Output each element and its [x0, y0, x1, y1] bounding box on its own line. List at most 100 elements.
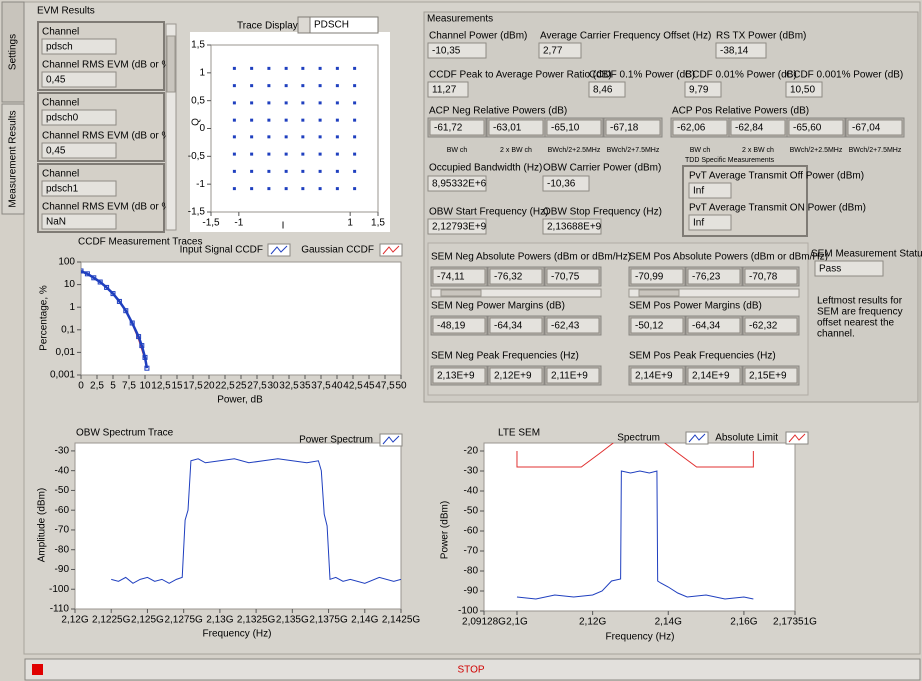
array-sublabel: 2 x BW ch [500, 147, 532, 154]
y-tick-label: 1 [199, 67, 205, 78]
tab[interactable] [1, 103, 25, 215]
y-axis-label: Amplitude (dBm) [37, 488, 48, 562]
series-marker [110, 291, 116, 297]
constellation-point [284, 101, 288, 105]
indicator-box [41, 142, 117, 159]
x-axis-label: I [282, 221, 285, 232]
x-tick-label: 2,17351G [773, 617, 817, 628]
y-tick-label: -20 [464, 446, 479, 457]
constellation-point [301, 135, 305, 139]
x-tick-label: -1 [234, 218, 243, 229]
field-label: OBW Start Frequency (Hz) [429, 207, 548, 218]
constellation-point [318, 101, 322, 105]
indicator-box [427, 81, 469, 98]
x-tick-label: 2,1275G [164, 615, 203, 626]
x-tick-label: 2,5 [90, 381, 104, 392]
y-tick-label: 0,01 [56, 347, 76, 358]
field-label: Average Carrier Frequency Offset (Hz) [540, 31, 711, 42]
array-value: -64,34 [494, 321, 523, 332]
constellation-point [232, 84, 236, 88]
indicator-box [730, 119, 786, 136]
y-tick-label: 0,1 [61, 324, 75, 335]
legend-glyph [382, 435, 400, 445]
selector-spinner[interactable] [297, 16, 311, 34]
series-marker [144, 365, 150, 371]
x-tick-label: 22,5 [215, 381, 235, 392]
chart-title: OBW Spectrum Trace [76, 428, 174, 439]
constellation-point [267, 135, 271, 139]
x-tick-label: 10 [139, 381, 151, 392]
indicator-box [588, 81, 626, 98]
stop-button[interactable] [24, 658, 921, 681]
field-value: 2,12793E+9 [432, 222, 487, 233]
field-label: Channel Power (dBm) [429, 31, 527, 42]
indicator-box [744, 268, 798, 285]
constellation-point [232, 152, 236, 156]
constellation-point [232, 169, 236, 173]
x-tick-label: 50 [395, 381, 407, 392]
field-value: 2,77 [543, 46, 563, 57]
array-label: SEM Pos Peak Frequencies (Hz) [629, 351, 776, 362]
x-tick-label: 2,14G [655, 617, 682, 628]
constellation-point [353, 118, 357, 122]
constellation-point [353, 135, 357, 139]
x-axis-label: Frequency (Hz) [606, 632, 675, 643]
x-tick-label: 1 [347, 218, 353, 229]
constellation-point [267, 187, 271, 191]
indicator-box [432, 268, 486, 285]
series-marker [97, 279, 103, 285]
x-tick-label: 2,125G [131, 615, 164, 626]
constellation-point [250, 152, 254, 156]
field-value: 0,45 [46, 75, 66, 86]
field-label: PvT Average Transmit Off Power (dBm) [689, 171, 864, 182]
legend-glyph [382, 245, 400, 255]
indicator-box [672, 119, 728, 136]
array-value: 2,12E+9 [494, 371, 532, 382]
x-tick-label: 2,16G [730, 617, 757, 628]
y-tick-label: 10 [64, 279, 76, 290]
y-tick-label: -40 [464, 486, 479, 497]
x-tick-label: 25 [235, 381, 247, 392]
x-tick-label: 20 [203, 381, 215, 392]
field-value: 11,27 [432, 85, 457, 96]
array-value: -70,78 [749, 272, 778, 283]
constellation-point [301, 118, 305, 122]
constellation-point [250, 135, 254, 139]
y-tick-label: -60 [55, 505, 70, 516]
selector-label: Trace Display [237, 21, 298, 32]
indicator-box [744, 367, 798, 384]
x-tick-label: 2,1375G [309, 615, 348, 626]
plot-area [80, 261, 402, 376]
array-sublabel: BWch/2+7.5MHz [607, 147, 660, 154]
constellation-point [335, 84, 339, 88]
array-sublabel: 2 x BW ch [742, 147, 774, 154]
constellation-point [335, 101, 339, 105]
legend-label: Input Signal CCDF [180, 245, 263, 256]
array-label: SEM Pos Absolute Powers (dBm or dBm/Hz) [629, 252, 828, 263]
x-tick-label: 32,5 [279, 381, 299, 392]
y-tick-label: -70 [55, 525, 70, 536]
field-label: SEM Measurement Status [811, 249, 922, 260]
tab[interactable] [1, 1, 25, 103]
indicator-box [788, 119, 844, 136]
note-line: Leftmost results for [817, 296, 903, 307]
field-value: 0,45 [46, 146, 66, 157]
x-tick-label: 27,5 [247, 381, 267, 392]
array-sublabel: BWch/2+2.5MHz [790, 147, 843, 154]
field-value: -10,36 [547, 179, 576, 190]
indicator-box [687, 268, 741, 285]
indicator-box [744, 317, 798, 334]
array-label: SEM Pos Power Margins (dB) [629, 301, 762, 312]
legend-glyph [788, 433, 806, 443]
indicator-box [688, 214, 732, 231]
array-sublabel: BW ch [447, 147, 468, 154]
y-tick-label: -1,5 [188, 207, 206, 218]
y-tick-label: -110 [50, 604, 70, 615]
array-value: 2,11E+9 [551, 371, 588, 382]
legend-glyph [688, 433, 706, 443]
constellation-point [267, 169, 271, 173]
constellation-point [335, 169, 339, 173]
constellation-point [353, 101, 357, 105]
x-tick-label: 2,14G [351, 615, 378, 626]
scrollbar [628, 288, 800, 298]
